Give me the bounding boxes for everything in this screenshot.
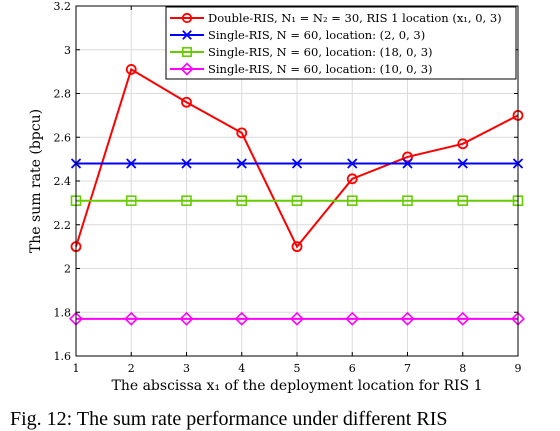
legend-entry-1: Double-RIS, N₁ = N₂ = 30, RIS 1 location… <box>170 11 502 25</box>
series-4-point <box>400 311 415 326</box>
series-4-point <box>290 311 304 326</box>
series-4-point <box>345 311 360 326</box>
series-3-point <box>236 195 248 206</box>
series-1-point <box>236 127 248 139</box>
series-3-point <box>125 195 137 206</box>
y-tick-label: 2 <box>64 263 71 276</box>
series-1-line <box>75 67 519 249</box>
legend-swatch-marker <box>182 30 192 40</box>
series-layer <box>69 64 525 326</box>
y-axis-label: The sum rate (bpcu) <box>28 109 44 253</box>
series-3-point <box>457 195 469 206</box>
series-2-point <box>126 158 137 169</box>
legend: Double-RIS, N₁ = N₂ = 30, RIS 1 location… <box>165 6 517 80</box>
series-1-point <box>291 241 303 253</box>
series-1-point <box>457 138 469 150</box>
series-3-point <box>402 195 413 206</box>
legend-label: Single-RIS, N = 60, location: (18, 0, 3) <box>208 45 433 59</box>
sum-rate-chart: 1 2 3 4 5 6 7 8 9 1.6 1.8 2 2.2 2.4 2.6 2.8 3 3.2 The abs… <box>28 0 525 394</box>
legend-swatch-marker <box>182 46 193 57</box>
series-4-point <box>455 311 470 326</box>
x-axis-label: The abscissa x₁ of the deployment locati… <box>111 378 482 394</box>
y-tick-label: 2.8 <box>54 88 72 101</box>
legend-entry-2: Single-RIS, N = 60, location: (2, 0, 3) <box>170 28 425 42</box>
y-tick-label: 3.2 <box>54 0 72 13</box>
figure-caption: Fig. 12: The sum rate performance under … <box>10 408 448 430</box>
legend-swatch-marker <box>181 12 193 24</box>
series-4-point <box>234 311 249 326</box>
series-2-point <box>402 158 413 169</box>
x-tick-label: 4 <box>238 362 245 375</box>
series-1-point <box>346 173 358 185</box>
legend-label: Double-RIS, N₁ = N₂ = 30, RIS 1 location… <box>208 11 502 25</box>
legend-entry-3: Single-RIS, N = 60, location: (18, 0, 3) <box>170 45 433 59</box>
legend-label: Single-RIS, N = 60, location: (2, 0, 3) <box>208 28 425 42</box>
x-tick-label: 2 <box>128 362 135 375</box>
series-3-point <box>181 195 192 206</box>
series-4-point <box>124 311 139 326</box>
y-tick-label: 1.8 <box>54 306 72 319</box>
y-tick-label: 2.4 <box>54 175 72 188</box>
x-tick-label: 9 <box>515 362 522 375</box>
series-2-point <box>181 158 192 169</box>
x-tick-label: 1 <box>73 362 80 375</box>
y-tick-label: 1.6 <box>54 350 72 363</box>
series-3-point <box>346 195 358 206</box>
x-tick-label: 8 <box>459 362 466 375</box>
legend-label: Single-RIS, N = 60, location: (10, 0, 3) <box>208 62 433 76</box>
series-2-point <box>291 158 303 169</box>
legend-entry-4: Single-RIS, N = 60, location: (10, 0, 3) <box>170 62 433 76</box>
series-1-point <box>402 151 413 163</box>
legend-box <box>165 6 517 80</box>
x-tick-label: 5 <box>294 362 301 375</box>
series-3 <box>70 195 524 206</box>
series-4-point <box>179 311 194 326</box>
y-tick-label: 2.6 <box>54 131 72 144</box>
y-tick-label: 2.2 <box>54 219 72 232</box>
series-2-point <box>457 158 468 169</box>
y-tick-label: 3 <box>64 44 71 57</box>
series-1-point <box>181 96 192 108</box>
series-2-point <box>347 158 358 169</box>
x-tick-label: 3 <box>183 362 190 375</box>
legend-swatch-marker <box>180 62 194 76</box>
series-3-point <box>291 195 303 206</box>
x-tick-label: 7 <box>404 362 411 375</box>
series-1-point <box>125 64 137 75</box>
tick-labels: 1 2 3 4 5 6 7 8 9 1.6 1.8 2 2.2 2.4 2.6 2.8 3 3.2 <box>54 0 522 375</box>
series-2-point <box>236 158 247 169</box>
x-tick-label: 6 <box>349 362 356 375</box>
